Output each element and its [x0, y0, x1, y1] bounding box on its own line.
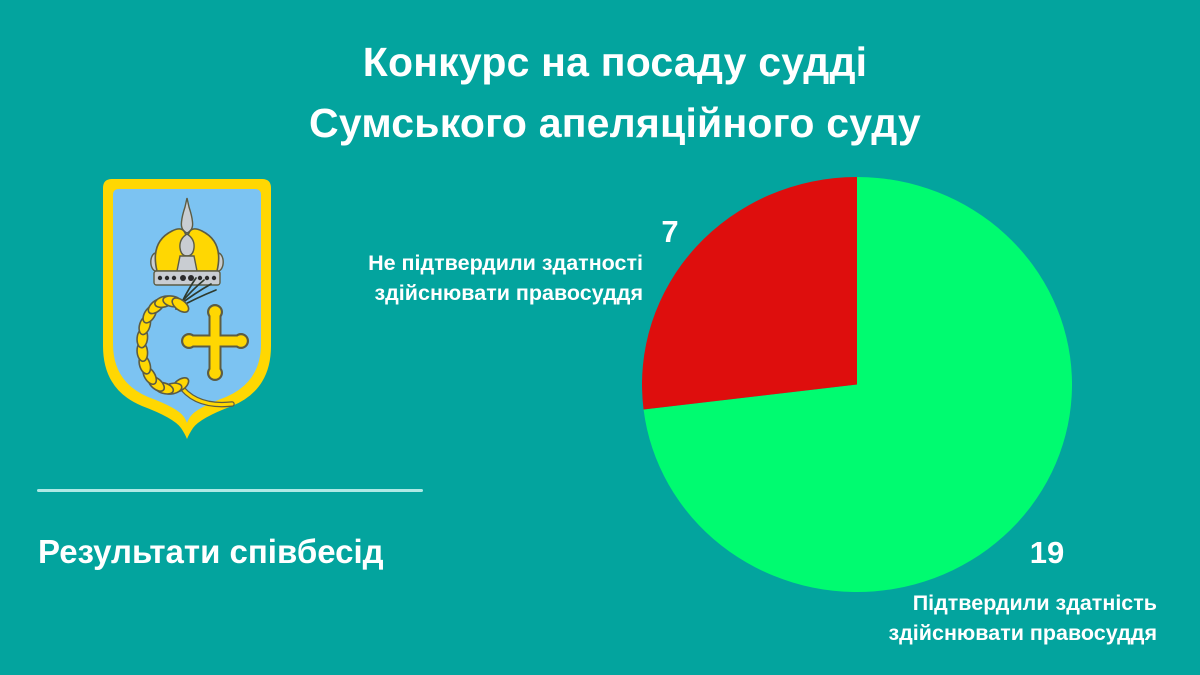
pie-chart [642, 177, 1072, 592]
crown-onion-base [176, 255, 198, 272]
wheat-grain [171, 297, 190, 313]
page-title: Конкурс на посаду судді Сумського апеляц… [30, 32, 1200, 154]
pie-slice-1 [642, 177, 857, 410]
crown-band-dot [211, 275, 217, 281]
pie-label-not-confirmed-line2: здійснювати правосуддя [374, 281, 643, 305]
crown-band-dot [171, 275, 177, 281]
crown-band-dot [164, 275, 170, 281]
pie-label-confirmed: Підтвердили здатність здійснювати правос… [888, 588, 1157, 648]
divider-line [37, 489, 423, 492]
cross-gold [183, 306, 247, 379]
crown-band-dot [180, 275, 186, 281]
wheat-ear [136, 277, 235, 408]
title-line-1: Конкурс на посаду судді [362, 39, 868, 85]
pie-label-not-confirmed: Не підтвердили здатності здійснювати пра… [368, 248, 643, 308]
pie-label-confirmed-line1: Підтвердили здатність [912, 591, 1157, 615]
crown-band-dot [157, 275, 163, 281]
crown-band [153, 270, 221, 286]
wheat-grains [136, 295, 190, 395]
crown-band-dot [188, 275, 194, 281]
pie-value-not-confirmed: 7 [661, 214, 679, 249]
crown-band-dot [204, 275, 210, 281]
crown [150, 197, 224, 286]
cross [181, 304, 249, 381]
pie-value-confirmed: 19 [1029, 535, 1065, 570]
pie-slice-0 [643, 177, 1072, 592]
wheat-awn [181, 277, 197, 303]
crown-spire [180, 197, 194, 234]
crown-band-dot [197, 275, 203, 281]
title-line-2: Сумського апеляційного суду [309, 100, 921, 146]
coat-of-arms-sumy-oblast [103, 179, 271, 439]
chart-subtitle: Результати співбесід [38, 533, 384, 570]
pie-label-not-confirmed-line1: Не підтвердили здатності [368, 251, 643, 275]
pie-label-confirmed-line2: здійснювати правосуддя [888, 621, 1157, 645]
